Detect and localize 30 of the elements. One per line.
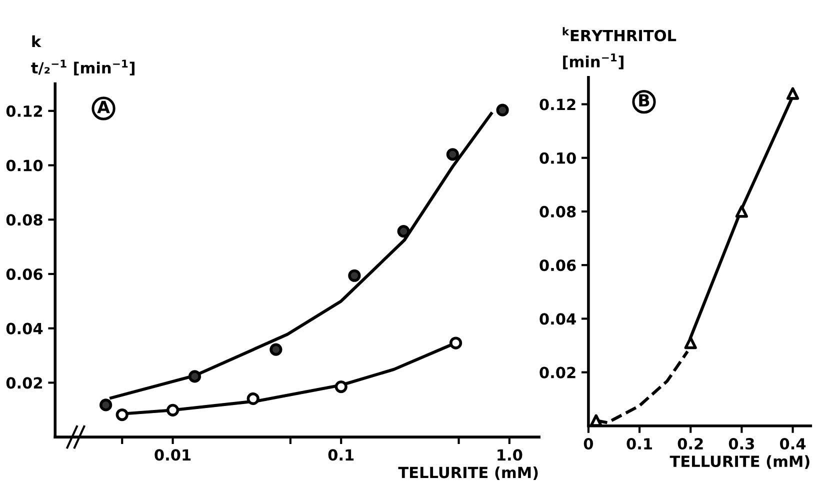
y-tick-label: 0.12	[6, 105, 42, 117]
x-tick-label: 0.1	[328, 449, 354, 461]
y-tick-label: 0.10	[6, 160, 43, 172]
y-tick-label: 0.12	[540, 98, 576, 110]
point	[735, 205, 748, 218]
x-tick-label: 0.3	[728, 438, 754, 450]
x-tick-label: 1.0	[498, 449, 522, 461]
y-tick-label: 0.08	[6, 214, 42, 226]
y-tick-label: 0.02	[6, 377, 42, 389]
x-tick-label: 0	[584, 438, 594, 450]
x-tick-label: 0.4	[780, 438, 806, 450]
y-axis-title: k t/₂$^{−1}$ [min$^{−1}$]	[31, 35, 134, 76]
y-tick-label: 0.10	[540, 152, 576, 164]
annotation: A	[97, 100, 110, 114]
y-tick-label: 0.04	[6, 322, 43, 334]
x-tick-label: 0.2	[678, 438, 703, 450]
x-tick-label: 0.1	[626, 438, 652, 450]
y-tick-label: 0.06	[6, 268, 43, 280]
point	[786, 87, 800, 100]
x-tick-label: 0.01	[154, 449, 191, 461]
annotation: B	[639, 94, 650, 106]
point	[684, 336, 697, 350]
y-tick-label: 0.02	[540, 366, 576, 378]
x-axis-title: TELLURITE (mM)	[398, 466, 538, 480]
y-tick-label: 0.04	[540, 313, 576, 325]
y-axis-title: $^{k}$ERYTHRITOL [min$^{−1}$]	[562, 27, 676, 70]
y-tick-label: 0.08	[540, 206, 576, 218]
x-axis-title: TELLURITE (mM)	[670, 455, 810, 469]
point	[590, 414, 602, 426]
y-tick-label: 0.06	[540, 260, 576, 272]
